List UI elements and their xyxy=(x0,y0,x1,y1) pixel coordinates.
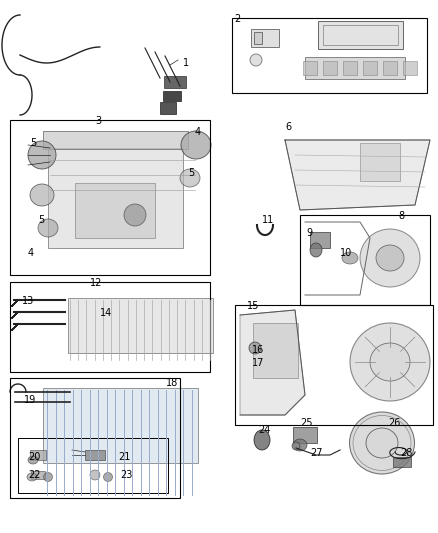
Ellipse shape xyxy=(249,342,261,354)
Bar xyxy=(164,76,186,88)
Ellipse shape xyxy=(124,204,146,226)
Bar xyxy=(10,378,180,498)
Text: 13: 13 xyxy=(22,296,34,306)
Ellipse shape xyxy=(292,442,300,450)
Text: 20: 20 xyxy=(28,452,40,462)
Ellipse shape xyxy=(181,131,211,159)
Ellipse shape xyxy=(350,412,414,474)
Bar xyxy=(42,131,187,149)
Ellipse shape xyxy=(30,184,54,206)
Bar xyxy=(85,450,105,460)
Bar xyxy=(322,25,398,45)
Bar xyxy=(30,450,46,460)
Text: 3: 3 xyxy=(95,116,101,126)
Ellipse shape xyxy=(180,169,200,187)
Bar xyxy=(235,305,433,425)
Ellipse shape xyxy=(28,456,38,464)
Text: 24: 24 xyxy=(258,425,270,435)
Ellipse shape xyxy=(250,54,262,66)
Text: 17: 17 xyxy=(252,358,265,368)
Ellipse shape xyxy=(254,430,270,450)
Bar xyxy=(10,120,210,275)
Text: 5: 5 xyxy=(30,138,36,148)
Bar xyxy=(254,32,262,44)
Ellipse shape xyxy=(366,428,398,458)
Bar xyxy=(323,61,337,75)
Bar xyxy=(300,215,430,305)
Text: 4: 4 xyxy=(195,127,201,137)
Bar xyxy=(310,232,330,248)
Ellipse shape xyxy=(376,245,404,271)
Polygon shape xyxy=(285,140,430,210)
Bar xyxy=(42,387,198,463)
Ellipse shape xyxy=(310,243,322,257)
Bar xyxy=(343,61,357,75)
Text: 22: 22 xyxy=(28,470,40,480)
Text: 5: 5 xyxy=(38,215,44,225)
Bar xyxy=(75,182,155,238)
Text: 12: 12 xyxy=(90,278,102,288)
Bar xyxy=(303,61,317,75)
Text: 27: 27 xyxy=(310,448,322,458)
Polygon shape xyxy=(240,310,305,415)
Text: 1: 1 xyxy=(183,58,189,68)
Ellipse shape xyxy=(27,473,37,481)
Bar xyxy=(318,21,403,49)
Bar xyxy=(18,438,168,493)
Bar xyxy=(360,143,400,181)
Text: 8: 8 xyxy=(398,211,404,221)
Text: 4: 4 xyxy=(28,248,34,258)
Ellipse shape xyxy=(360,229,420,287)
Ellipse shape xyxy=(28,141,56,169)
Text: 15: 15 xyxy=(247,301,259,311)
Text: 28: 28 xyxy=(400,448,412,458)
Text: 21: 21 xyxy=(118,452,131,462)
Text: 18: 18 xyxy=(166,378,178,388)
Bar xyxy=(67,297,212,352)
Text: 19: 19 xyxy=(24,395,36,405)
Bar xyxy=(403,61,417,75)
Bar xyxy=(363,61,377,75)
Ellipse shape xyxy=(293,439,307,451)
Text: 10: 10 xyxy=(340,248,352,258)
Ellipse shape xyxy=(350,323,430,401)
Text: 23: 23 xyxy=(120,470,132,480)
Ellipse shape xyxy=(90,470,100,480)
Bar xyxy=(393,457,411,467)
Ellipse shape xyxy=(103,472,113,481)
Ellipse shape xyxy=(370,343,410,381)
Bar xyxy=(305,57,405,79)
Ellipse shape xyxy=(43,472,53,481)
Bar xyxy=(163,91,181,101)
Text: 26: 26 xyxy=(388,418,400,428)
Bar xyxy=(251,29,279,47)
Text: 2: 2 xyxy=(234,14,240,24)
Bar xyxy=(160,102,176,114)
Bar xyxy=(293,427,317,443)
Text: 16: 16 xyxy=(252,345,264,355)
Bar xyxy=(10,282,210,372)
Text: 5: 5 xyxy=(188,168,194,178)
Text: 9: 9 xyxy=(306,228,312,238)
Text: 6: 6 xyxy=(285,122,291,132)
Bar xyxy=(232,18,427,93)
Bar xyxy=(252,322,297,377)
Bar xyxy=(47,148,183,248)
Text: 11: 11 xyxy=(262,215,274,225)
Ellipse shape xyxy=(38,219,58,237)
Ellipse shape xyxy=(342,252,358,264)
Bar xyxy=(383,61,397,75)
Bar xyxy=(31,471,45,479)
Text: 14: 14 xyxy=(100,308,112,318)
Text: 25: 25 xyxy=(300,418,312,428)
